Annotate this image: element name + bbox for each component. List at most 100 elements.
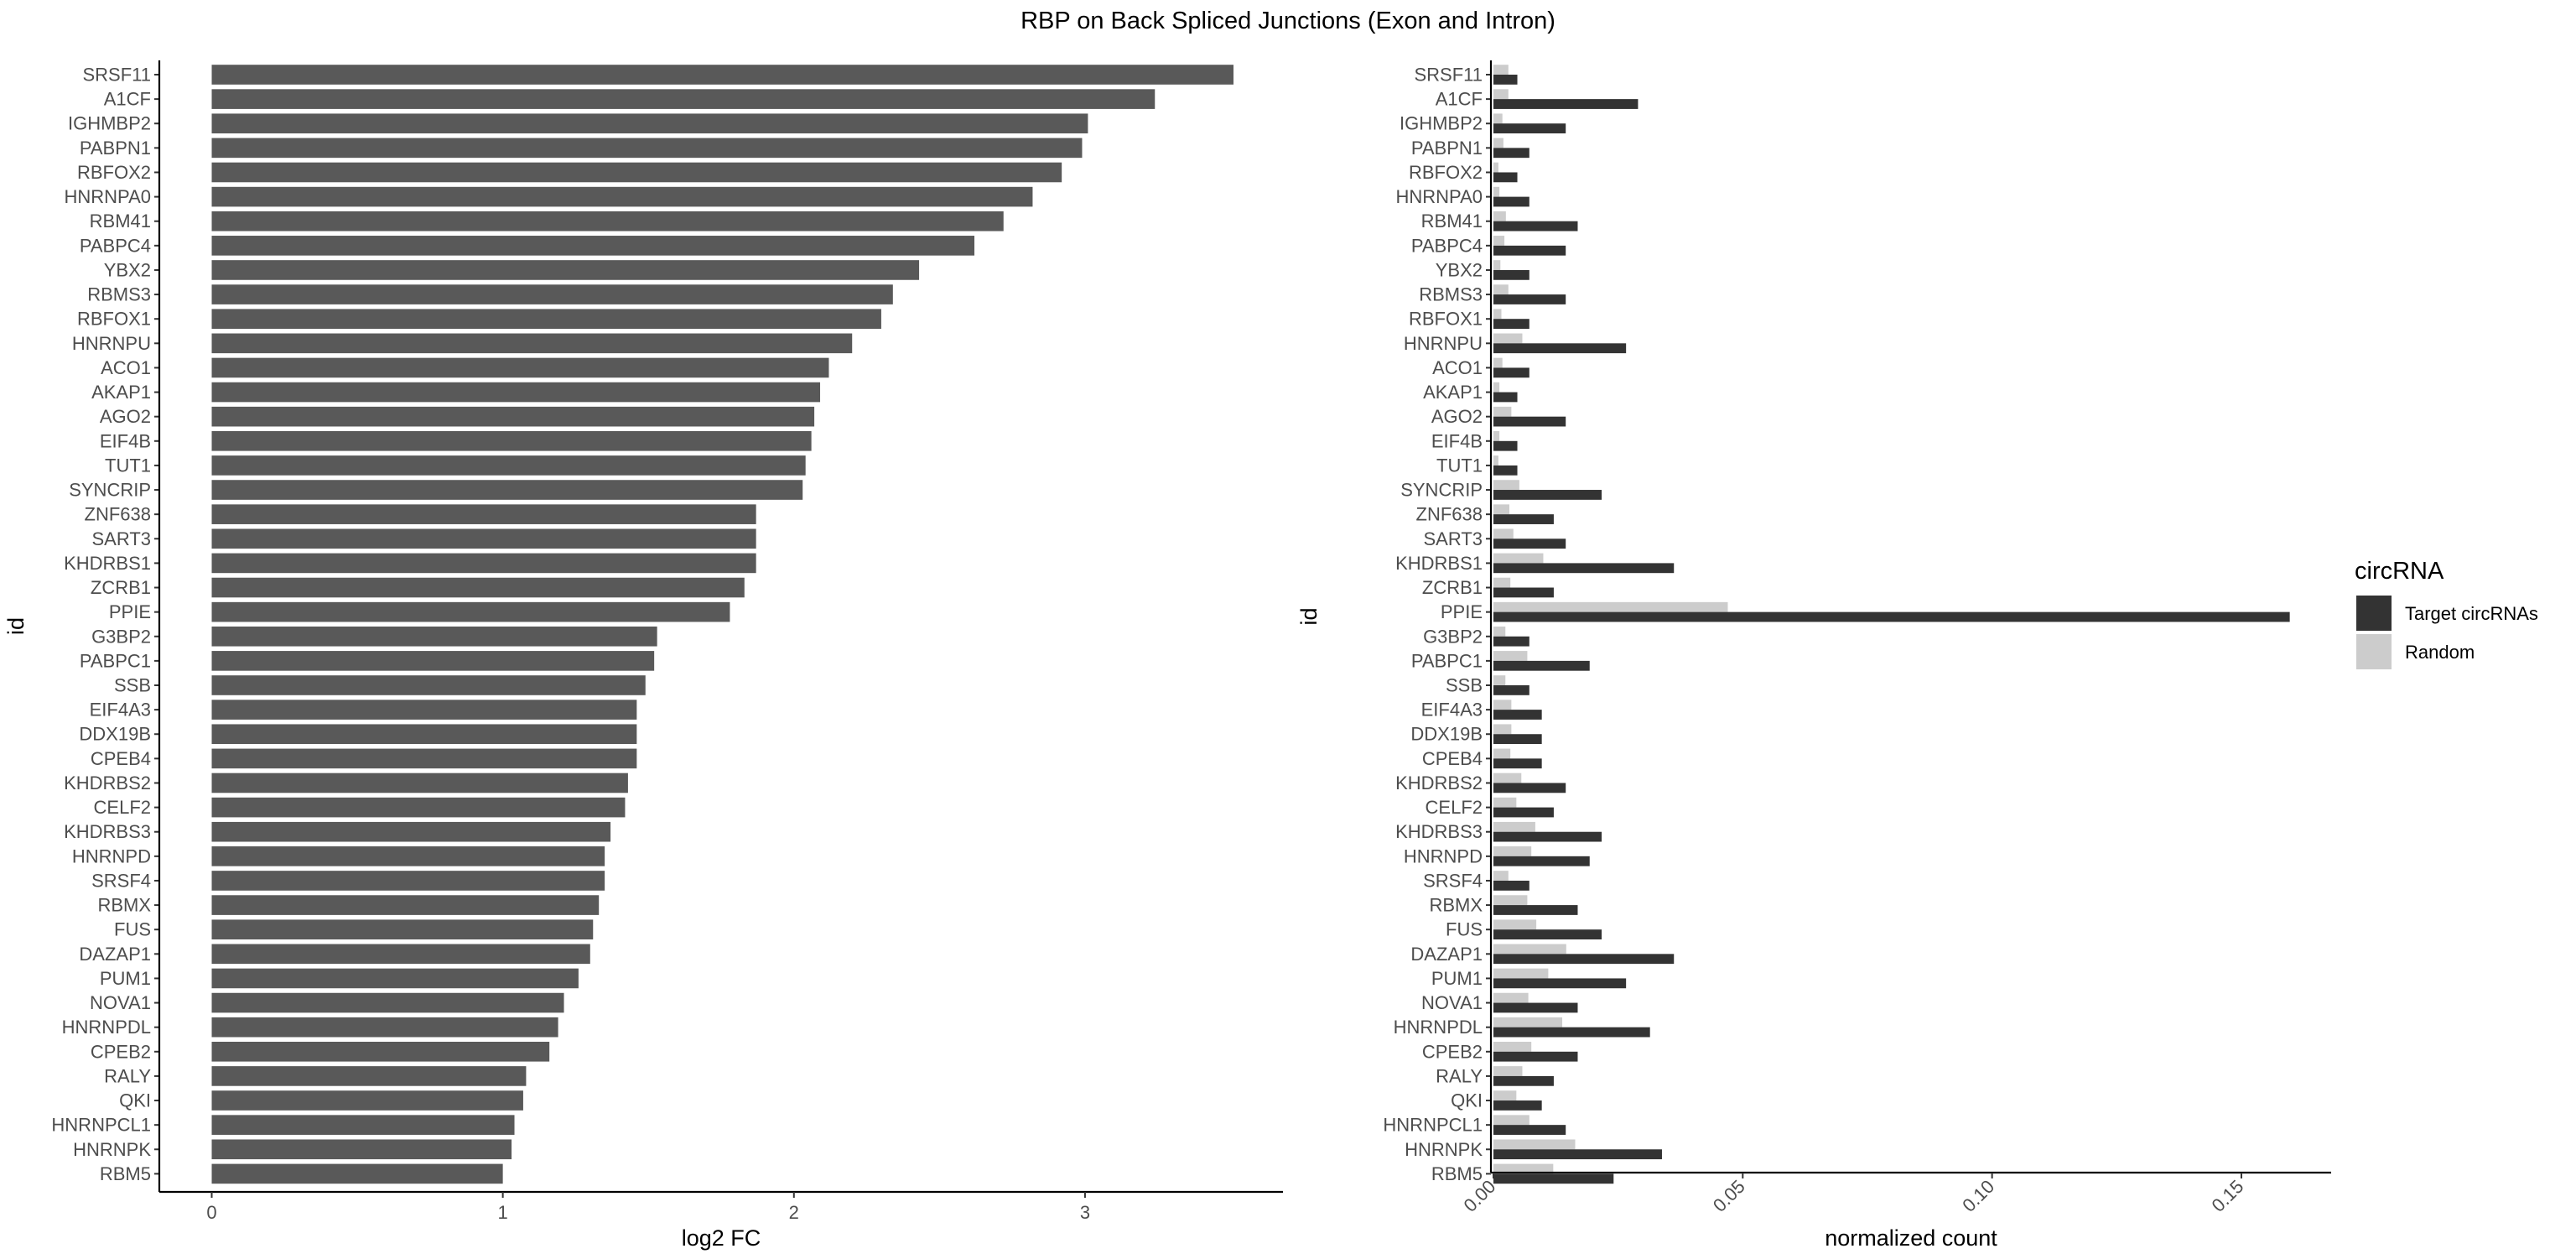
bar-random-hnrnpu — [1493, 333, 1523, 344]
bar-random-akap1 — [1493, 382, 1500, 393]
bar-ighmbp2 — [211, 113, 1088, 134]
y-tick-label-zcrb1: ZCRB1 — [91, 577, 151, 598]
y-tick-label-aco1: ACO1 — [101, 357, 151, 378]
bar-target-sart3 — [1493, 538, 1566, 549]
y-tick-label-rbfox1: RBFOX1 — [77, 309, 151, 330]
y-tick-label-hnrnpk: HNRNPK — [73, 1139, 151, 1160]
bar-random-a1cf — [1493, 89, 1509, 100]
y-tick-label-qki: QKI — [119, 1090, 151, 1111]
y-axis-title: id — [3, 617, 29, 635]
y-tick-label-khdrbs2: KHDRBS2 — [1395, 773, 1483, 793]
right-bar-chart: SRSF11 A1CF IGHMBP2 PABPN1 RBFOX2 HNRNPA0 RBM4… — [1296, 60, 2331, 1251]
y-tick-label-ighmbp2: IGHMBP2 — [68, 113, 151, 134]
y-tick-label-syncrip: SYNCRIP — [1400, 480, 1483, 501]
legend-label-target: Target circRNAs — [2405, 603, 2538, 624]
bar-akap1 — [211, 382, 821, 403]
y-tick-label-srsf11: SRSF11 — [1414, 65, 1483, 86]
y-tick-label-syncrip: SYNCRIP — [69, 480, 151, 501]
bar-target-ssb — [1493, 685, 1530, 695]
x-tick-label: 1 — [498, 1202, 508, 1223]
y-tick-label-hnrnpa0: HNRNPA0 — [64, 186, 151, 207]
bar-celf2 — [211, 797, 626, 818]
bar-target-hnrnpdl — [1493, 1027, 1650, 1038]
bar-random-hnrnpk — [1493, 1139, 1576, 1150]
bar-target-eif4a3 — [1493, 710, 1542, 720]
y-tick-label-eif4a3: EIF4A3 — [1421, 700, 1483, 721]
bar-random-znf638 — [1493, 504, 1510, 515]
y-tick-label-akap1: AKAP1 — [91, 382, 151, 403]
y-tick-label-ssb: SSB — [1446, 675, 1483, 696]
bar-random-khdrbs3 — [1493, 821, 1535, 832]
bar-syncrip — [211, 480, 803, 500]
y-tick-label-cpeb2: CPEB2 — [1422, 1041, 1483, 1062]
bar-pabpc4 — [211, 236, 975, 256]
bar-target-hnrnpk — [1493, 1149, 1662, 1160]
y-tick-label-hnrnpcl1: HNRNPCL1 — [1383, 1115, 1483, 1136]
bar-target-ybx2 — [1493, 269, 1530, 280]
legend-label-random: Random — [2405, 642, 2475, 663]
y-tick-label-sart3: SART3 — [1423, 528, 1483, 549]
y-tick-label-hnrnpu: HNRNPU — [1404, 333, 1483, 354]
bar-hnrnpdl — [211, 1017, 558, 1038]
bar-random-srsf11 — [1493, 65, 1509, 75]
y-tick-label-khdrbs1: KHDRBS1 — [64, 553, 151, 574]
bar-rbm41 — [211, 211, 1004, 232]
bar-random-fus — [1493, 919, 1537, 930]
y-tick-label-g3bp2: G3BP2 — [1423, 626, 1483, 647]
y-tick-label-celf2: CELF2 — [94, 797, 151, 818]
y-tick-label-dazap1: DAZAP1 — [79, 944, 151, 965]
bar-target-khdrbs2 — [1493, 783, 1566, 793]
bar-random-zcrb1 — [1493, 577, 1511, 588]
y-tick-label-ybx2: YBX2 — [104, 259, 151, 280]
y-tick-label-rbmx: RBMX — [97, 895, 151, 916]
y-tick-label-ago2: AGO2 — [100, 406, 151, 427]
bar-srsf4 — [211, 871, 605, 891]
left-bar-chart: SRSF11 A1CF IGHMBP2 PABPN1 RBFOX2 HNRNPA0 RBM4… — [3, 60, 1283, 1251]
bar-target-cpeb2 — [1493, 1051, 1578, 1062]
bar-random-raly — [1493, 1066, 1523, 1076]
bar-ddx19b — [211, 724, 637, 745]
bar-cpeb4 — [211, 748, 637, 769]
y-tick-label-srsf4: SRSF4 — [91, 870, 151, 891]
bar-pabpc1 — [211, 651, 655, 671]
bar-ybx2 — [211, 260, 920, 280]
y-tick-label-aco1: ACO1 — [1432, 357, 1483, 378]
bar-target-ighmbp2 — [1493, 123, 1566, 134]
y-tick-label-pum1: PUM1 — [1431, 968, 1483, 989]
y-tick-label-tut1: TUT1 — [105, 455, 151, 476]
bar-random-tut1 — [1493, 455, 1498, 466]
bar-random-aco1 — [1493, 357, 1503, 368]
y-tick-label-pabpc1: PABPC1 — [1411, 650, 1483, 671]
bar-target-aco1 — [1493, 367, 1530, 378]
y-tick-label-ddx19b: DDX19B — [79, 724, 151, 745]
bar-hnrnpcl1 — [211, 1115, 515, 1135]
bar-random-sart3 — [1493, 528, 1514, 539]
bar-random-ssb — [1493, 675, 1506, 685]
y-tick-label-nova1: NOVA1 — [1421, 992, 1483, 1013]
bar-random-nova1 — [1493, 992, 1529, 1003]
y-tick-label-rbm5: RBM5 — [1431, 1163, 1483, 1184]
bar-eif4b — [211, 431, 812, 451]
y-tick-label-eif4b: EIF4B — [1431, 430, 1483, 451]
bar-ppie — [211, 601, 730, 622]
y-tick-label-znf638: ZNF638 — [85, 504, 151, 525]
y-tick-label-ssb: SSB — [114, 675, 151, 696]
y-tick-label-sart3: SART3 — [91, 528, 151, 549]
bar-random-g3bp2 — [1493, 626, 1506, 637]
y-tick-label-hnrnpcl1: HNRNPCL1 — [51, 1115, 151, 1136]
y-tick-label-khdrbs1: KHDRBS1 — [1395, 553, 1483, 574]
y-tick-label-ppie: PPIE — [1441, 601, 1483, 622]
bar-target-rbmx — [1493, 905, 1578, 915]
bar-target-khdrbs1 — [1493, 563, 1675, 574]
y-tick-label-celf2: CELF2 — [1426, 797, 1483, 818]
bar-target-g3bp2 — [1493, 636, 1530, 647]
bar-target-rbms3 — [1493, 294, 1566, 304]
bar-ssb — [211, 675, 646, 695]
bar-random-rbm5 — [1493, 1163, 1554, 1174]
bar-target-syncrip — [1493, 490, 1602, 500]
y-tick-label-pum1: PUM1 — [100, 968, 151, 989]
bar-target-rbfox1 — [1493, 319, 1530, 329]
bar-random-pum1 — [1493, 968, 1549, 979]
bar-target-hnrnpa0 — [1493, 196, 1530, 207]
